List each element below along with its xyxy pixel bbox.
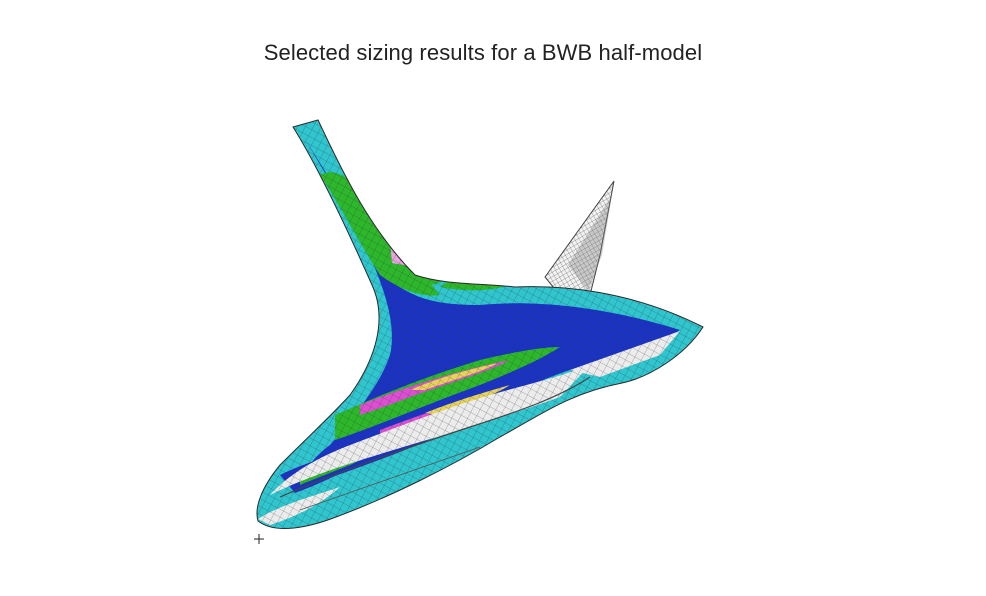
bwb-body	[256, 119, 704, 530]
vertical-fin	[544, 180, 615, 296]
bwb-half-model-figure	[240, 115, 720, 555]
origin-marker	[254, 534, 264, 544]
slide-title: Selected sizing results for a BWB half-m…	[263, 40, 703, 65]
